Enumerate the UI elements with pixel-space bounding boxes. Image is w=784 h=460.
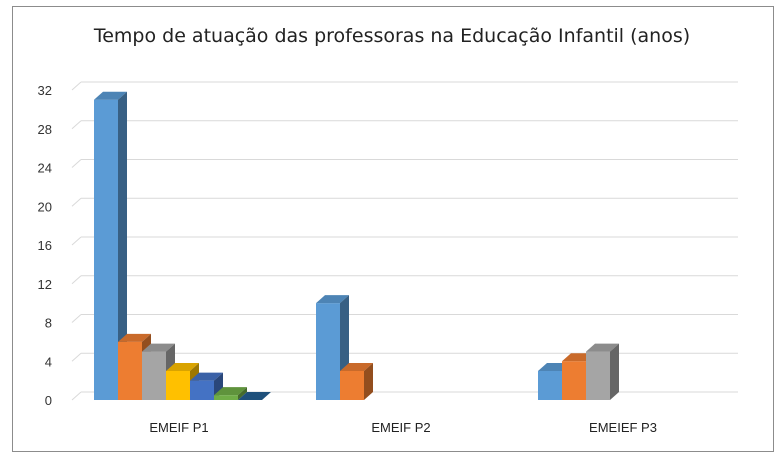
bar [586,343,619,400]
bar-top [340,362,373,371]
bar-top [166,362,199,371]
bar-top [142,343,175,352]
bar-front [586,351,610,400]
bar-front [142,351,166,400]
bar-top [316,295,349,304]
bar-top [118,333,151,342]
bar-front [340,370,364,400]
chart-title: Tempo de atuação das professoras na Educ… [93,25,690,47]
y-tick-label: 12 [38,277,52,292]
gridline-depth [71,81,82,91]
gridline-depth [71,236,82,246]
y-tick-label: 28 [38,122,52,137]
bar-front [316,303,340,400]
bar-front [166,370,190,400]
bar-top [238,392,271,400]
gridline-depth [71,120,82,130]
y-tick-label: 0 [45,393,52,408]
bars [94,91,619,400]
bar-front [190,380,214,400]
bar [238,392,271,400]
bar-front [214,395,238,400]
category-labels: EMEIF P1 EMEIF P2 EMEIEF P3 [149,420,657,435]
y-tick-label: 20 [38,199,52,214]
gridline-depth [71,275,82,285]
y-tick-label: 24 [38,161,52,176]
gridline-depth [71,352,82,362]
bar [214,387,247,400]
bar-front [118,341,142,400]
bar-side [610,343,619,400]
bar [94,91,127,400]
gridline-depth [71,391,82,401]
y-tick-label: 16 [38,238,52,253]
y-tick-label: 4 [45,354,52,369]
bar-top [214,387,247,396]
bar-top [190,372,223,381]
category-label: EMEIEF P3 [589,420,657,435]
gridline-depth [71,197,82,207]
bar-front [538,370,562,400]
bar-top [586,343,619,352]
bar-front [94,99,118,400]
y-axis-ticks: 0 4 8 12 16 20 24 28 32 [38,83,52,408]
bar-top [94,91,127,100]
bar-side [364,362,373,400]
bar-side [238,387,247,400]
bar [340,362,373,400]
y-tick-label: 32 [38,83,52,98]
category-label: EMEIF P2 [371,420,430,435]
bar-side [118,91,127,400]
y-tick-label: 8 [45,316,52,331]
bar-front [562,361,586,400]
gridline-depth [71,314,82,323]
gridline-depth [71,159,82,168]
category-label: EMEIF P1 [149,420,208,435]
